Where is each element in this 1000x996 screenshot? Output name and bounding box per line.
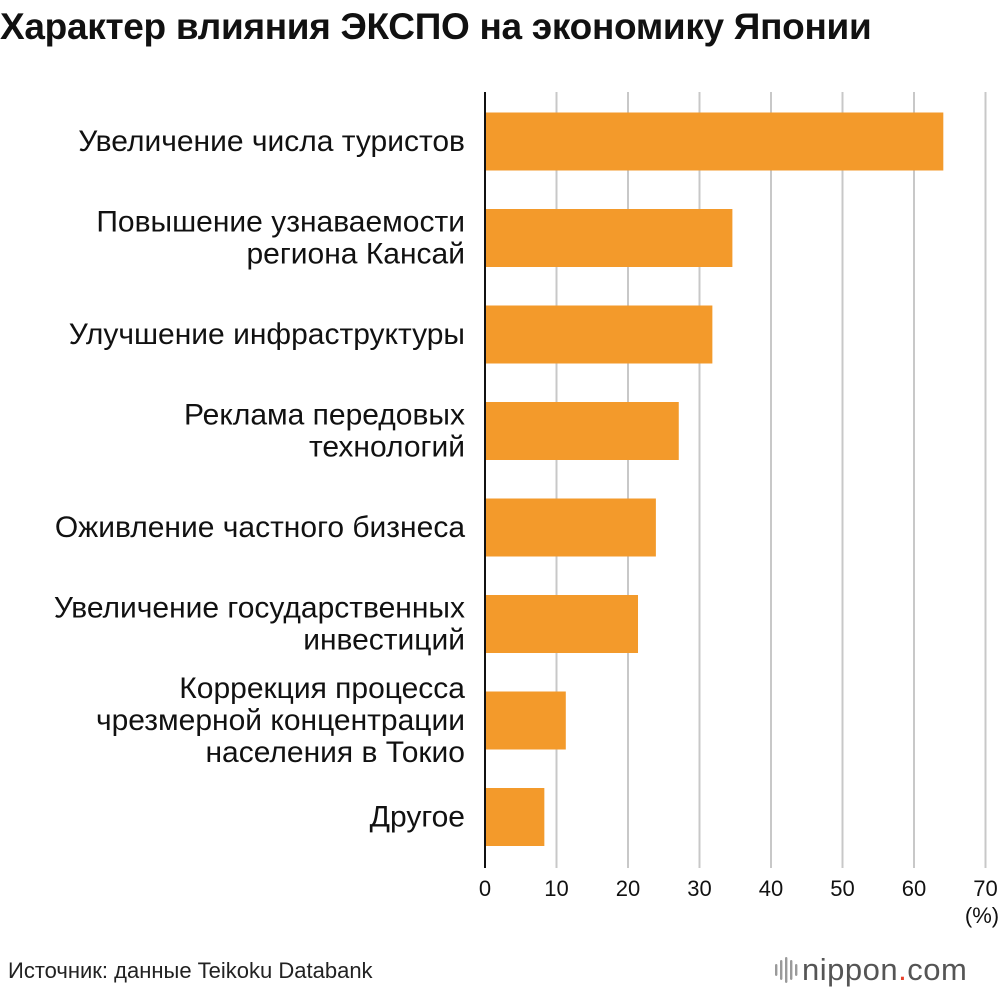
chart-title: Характер влияния ЭКСПО на экономику Япон… [0, 6, 872, 47]
x-tick-label: 10 [544, 876, 568, 901]
category-label: Улучшение инфраструктуры [69, 318, 465, 351]
x-tick-label: 40 [759, 876, 783, 901]
category-label: Повышение узнаваемости [96, 206, 465, 239]
brand-logo: nippon.com [772, 950, 997, 990]
x-tick-label: 70 [973, 876, 997, 901]
category-labels: Увеличение числа туристов Повышение узнав… [54, 125, 465, 834]
bar [485, 691, 566, 750]
category-label: инвестиций [303, 624, 465, 657]
x-tick-label: 0 [479, 876, 491, 901]
x-tick-label: 60 [902, 876, 926, 901]
source-note: Источник: данные Teikoku Databank [8, 958, 373, 983]
category-label: технологий [309, 431, 465, 464]
bar [485, 305, 713, 364]
bar [485, 498, 656, 557]
gridlines [555, 92, 987, 868]
x-tick-labels: 0 10 20 30 40 50 60 70 [479, 876, 998, 901]
bar [485, 209, 733, 267]
bar [485, 788, 545, 846]
category-label: населения в Токио [205, 736, 465, 769]
category-label: Оживление частного бизнеса [55, 511, 466, 544]
brand-name-b: com [907, 952, 968, 987]
bar [485, 595, 639, 653]
bars [485, 112, 944, 846]
x-tick-label: 50 [830, 876, 854, 901]
brand-name-a: nippon [802, 952, 899, 987]
bar [485, 402, 679, 460]
category-label: региона Кансай [246, 238, 465, 271]
category-label: Другое [370, 801, 465, 834]
brand-dot: . [898, 952, 908, 987]
x-tick-label: 30 [687, 876, 711, 901]
x-unit-label: (%) [965, 903, 999, 928]
category-label: Коррекция процесса [179, 672, 465, 705]
category-label: Увеличение числа туристов [78, 125, 465, 158]
category-label: Реклама передовых [184, 399, 465, 432]
brand-wordmark: nippon.com [802, 952, 967, 988]
bar [485, 112, 944, 171]
nippon-logo-icon [775, 957, 798, 983]
category-label: Увеличение государственных [54, 592, 465, 625]
category-label: чрезмерной концентрации [96, 704, 465, 737]
x-tick-label: 20 [616, 876, 640, 901]
